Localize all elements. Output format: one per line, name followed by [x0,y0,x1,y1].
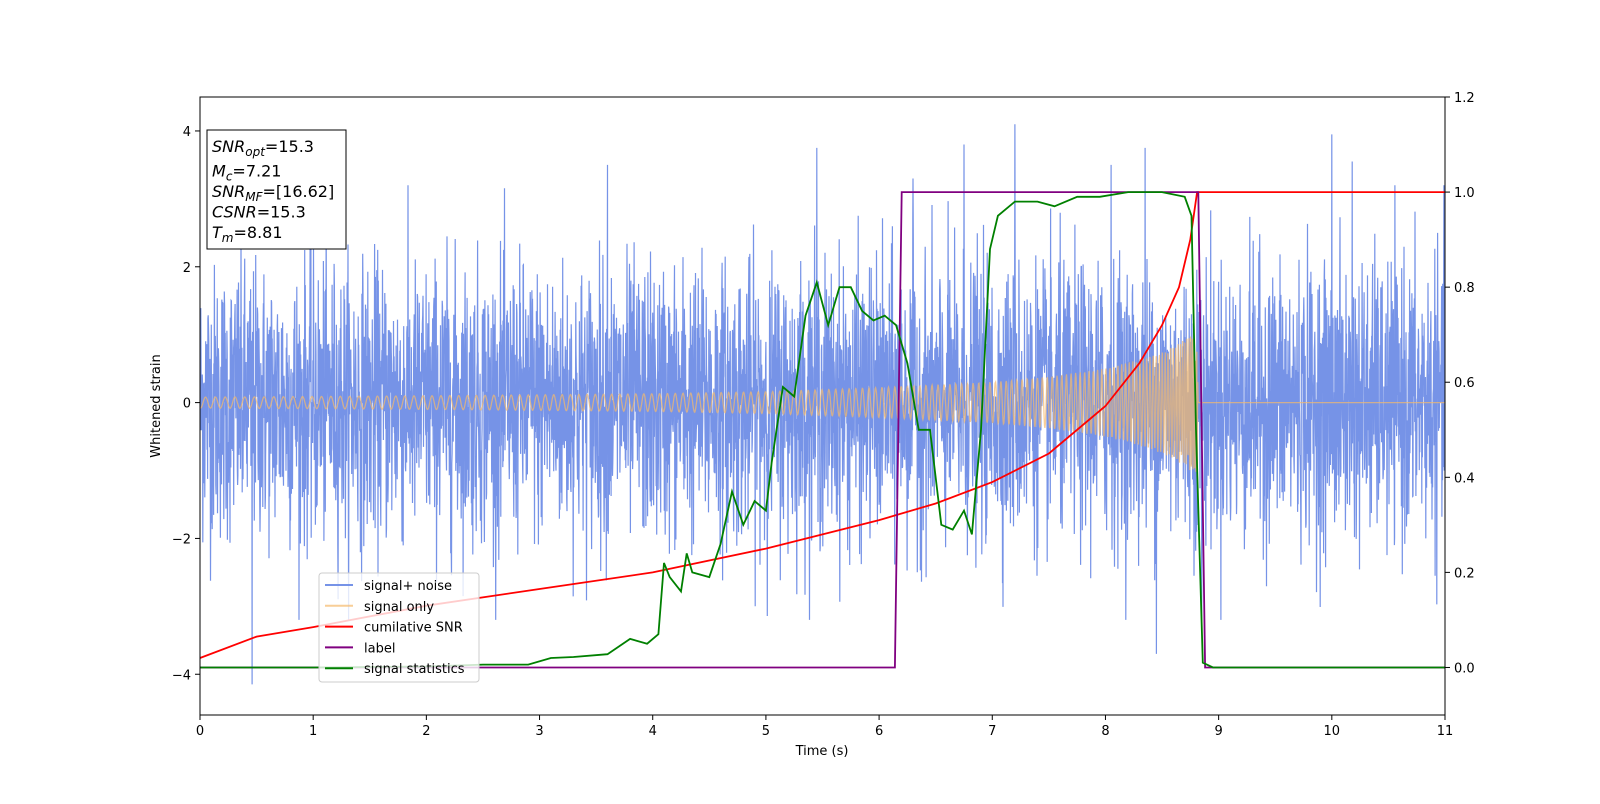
series-signal-only [200,332,1445,472]
y-left-tick-label: 0 [183,397,191,412]
x-tick-label: 4 [649,724,657,739]
legend-label: cumilative SNR [364,621,463,636]
y-right-tick-label: 0.4 [1454,471,1475,486]
y-right-tick-label: 1.2 [1454,91,1475,106]
x-tick-label: 3 [535,724,543,739]
y-axis-left-ticks: 4 2 0 −2 −4 [172,125,200,683]
y-left-tick-label: −2 [172,532,191,547]
x-tick-label: 6 [875,724,883,739]
y-axis-label: Whitened strain [149,354,164,457]
info-line: Mc=7.21 [212,162,281,184]
series-signal-statistics [200,191,1445,669]
x-tick-label: 8 [1101,724,1109,739]
info-line: CSNR=15.3 [212,203,306,222]
info-box: SNRopt=15.3 Mc=7.21SNRMF=[16.62]CSNR=15.3… [206,129,347,250]
info-line: Tm=8.81 [212,223,283,245]
y-left-tick-label: 4 [183,125,191,140]
x-tick-label: 11 [1437,724,1454,739]
legend-label: signal+ noise [364,579,452,594]
x-tick-label: 0 [196,724,204,739]
plot-frame [199,96,1446,716]
info-box-frame [206,129,347,250]
y-axis-right-ticks: 1.2 1.0 0.8 0.6 0.4 0.2 0.0 [1445,91,1475,676]
y-right-tick-label: 0.6 [1454,376,1475,391]
legend-label: label [364,641,395,656]
x-tick-label: 10 [1324,724,1341,739]
legend-label: signal statistics [364,662,465,677]
legend-frame [318,572,480,683]
y-left-tick-label: −4 [172,668,191,683]
x-tick-label: 2 [422,724,430,739]
x-axis-label: Time (s) [795,744,849,759]
legend-label: signal only [364,600,434,615]
info-line: SNRMF=[16.62] [212,182,334,204]
info-line: SNRopt=15.3 [212,137,314,159]
y-right-tick-label: 0.0 [1454,661,1475,676]
x-axis-ticks: 0 1 2 3 4 5 6 7 8 9 10 11 [196,715,1453,739]
y-right-tick-label: 1.0 [1454,186,1475,201]
x-tick-label: 1 [309,724,317,739]
x-tick-label: 7 [988,724,996,739]
y-right-tick-label: 0.2 [1454,566,1475,581]
y-left-tick-label: 2 [183,261,191,276]
x-tick-label: 5 [762,724,770,739]
legend: signal+ noise signal only cumilative SNR la… [318,572,480,683]
x-tick-label: 9 [1214,724,1222,739]
y-right-tick-label: 0.8 [1454,281,1475,296]
